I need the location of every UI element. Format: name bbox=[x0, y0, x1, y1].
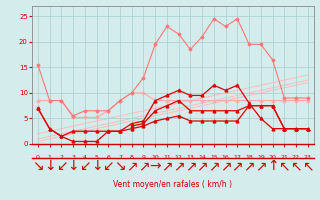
X-axis label: Vent moyen/en rafales ( km/h ): Vent moyen/en rafales ( km/h ) bbox=[113, 180, 232, 189]
